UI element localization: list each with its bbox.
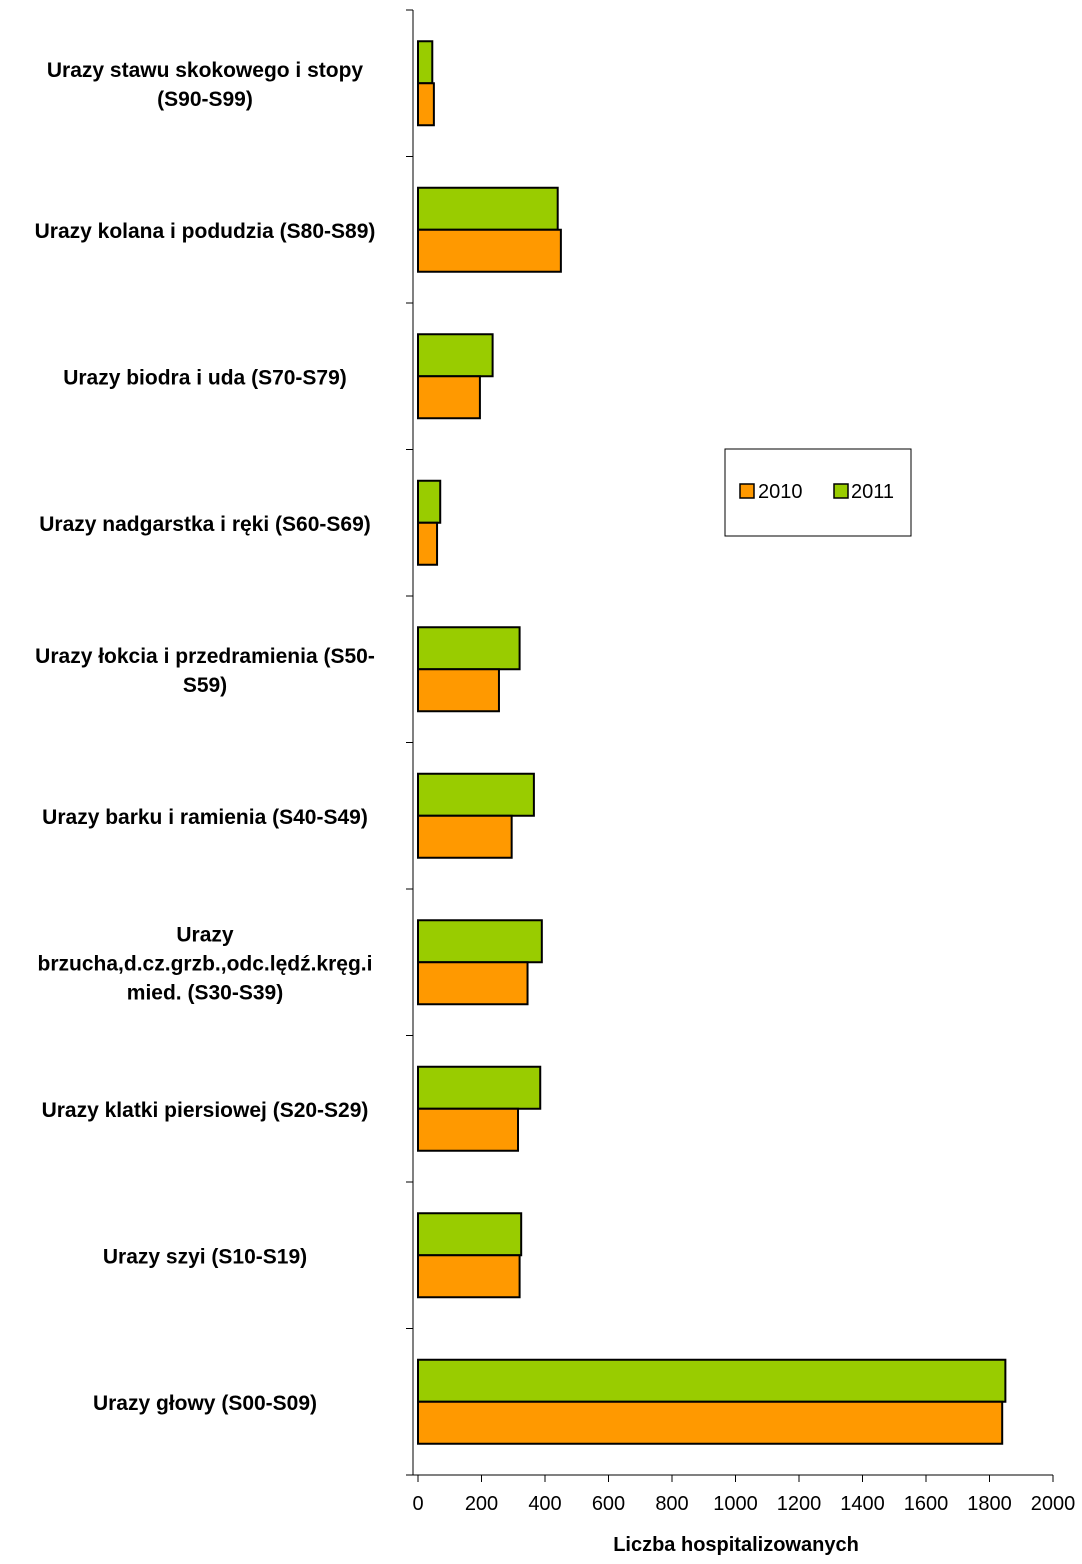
category-label-4: Urazy barku i ramienia (S40-S49) <box>42 806 368 829</box>
bars-group <box>417 40 1007 1445</box>
category-label-8: Urazy kolana i podudzia (S80-S89) <box>35 220 376 243</box>
legend-swatch-2011 <box>833 483 849 499</box>
bar-2011-7 <box>417 333 494 378</box>
x-tick-label-400: 400 <box>528 1493 561 1515</box>
x-tick-label-2000: 2000 <box>1031 1493 1076 1515</box>
legend-label-2010: 2010 <box>758 481 803 503</box>
x-tick-label-1800: 1800 <box>967 1493 1012 1515</box>
axes-group <box>406 9 1054 1482</box>
bar-2010-5 <box>417 668 500 713</box>
x-tick-label-1600: 1600 <box>904 1493 949 1515</box>
legend-box <box>724 448 912 537</box>
bar-2010-8 <box>417 228 562 273</box>
bar-2011-8 <box>417 186 559 231</box>
legend: 2010 2011 <box>724 448 912 537</box>
bar-2011-6 <box>417 479 442 524</box>
category-labels-group: Urazy głowy (S00-S09) Urazy szyi (S10-S19… <box>35 59 376 1415</box>
bar-2011-5 <box>417 626 521 671</box>
category-label-0: Urazy głowy (S00-S09) <box>93 1392 317 1415</box>
category-label-7: Urazy biodra i uda (S70-S79) <box>63 366 347 389</box>
bar-2011-0 <box>417 1358 1007 1403</box>
x-tick-label-200: 200 <box>465 1493 498 1515</box>
bar-2010-9 <box>417 82 435 127</box>
category-label-5: Urazy łokcia i przedramienia (S50-S59) <box>35 645 375 697</box>
x-tick-label-600: 600 <box>592 1493 625 1515</box>
bar-2011-4 <box>417 772 535 817</box>
bar-2010-6 <box>417 521 439 566</box>
category-label-3: Urazy brzucha,d.cz.grzb.,odc.lędź.kręg.i m… <box>38 923 373 1004</box>
bar-2011-2 <box>417 1065 542 1110</box>
x-tick-label-1000: 1000 <box>713 1493 758 1515</box>
legend-swatch-2010 <box>739 483 755 499</box>
category-label-6: Urazy nadgarstka i ręki (S60-S69) <box>39 513 371 536</box>
x-tick-label-1400: 1400 <box>840 1493 885 1515</box>
x-tick-label-0: 0 <box>412 1493 423 1515</box>
bar-2011-1 <box>417 1212 523 1257</box>
bar-2010-3 <box>417 961 529 1006</box>
x-axis-title: Liczba hospitalizowanych <box>613 1534 859 1556</box>
bar-2010-2 <box>417 1107 520 1152</box>
bar-2011-3 <box>417 919 543 964</box>
x-tick-label-800: 800 <box>655 1493 688 1515</box>
bar-2010-0 <box>417 1400 1004 1445</box>
category-label-2: Urazy klatki piersiowej (S20-S29) <box>42 1099 369 1122</box>
legend-label-2011: 2011 <box>851 481 894 503</box>
bar-2011-9 <box>417 40 434 85</box>
category-label-9: Urazy stawu skokowego i stopy (S90-S99) <box>47 59 364 111</box>
x-tick-labels-group: 0 200 400 600 800 1000 1200 1400 1600 1800 2000 <box>412 1493 1075 1515</box>
bar-2010-4 <box>417 814 513 859</box>
category-label-1: Urazy szyi (S10-S19) <box>103 1245 307 1268</box>
x-tick-label-1200: 1200 <box>777 1493 822 1515</box>
bar-2010-7 <box>417 375 481 420</box>
bar-2010-1 <box>417 1254 521 1299</box>
